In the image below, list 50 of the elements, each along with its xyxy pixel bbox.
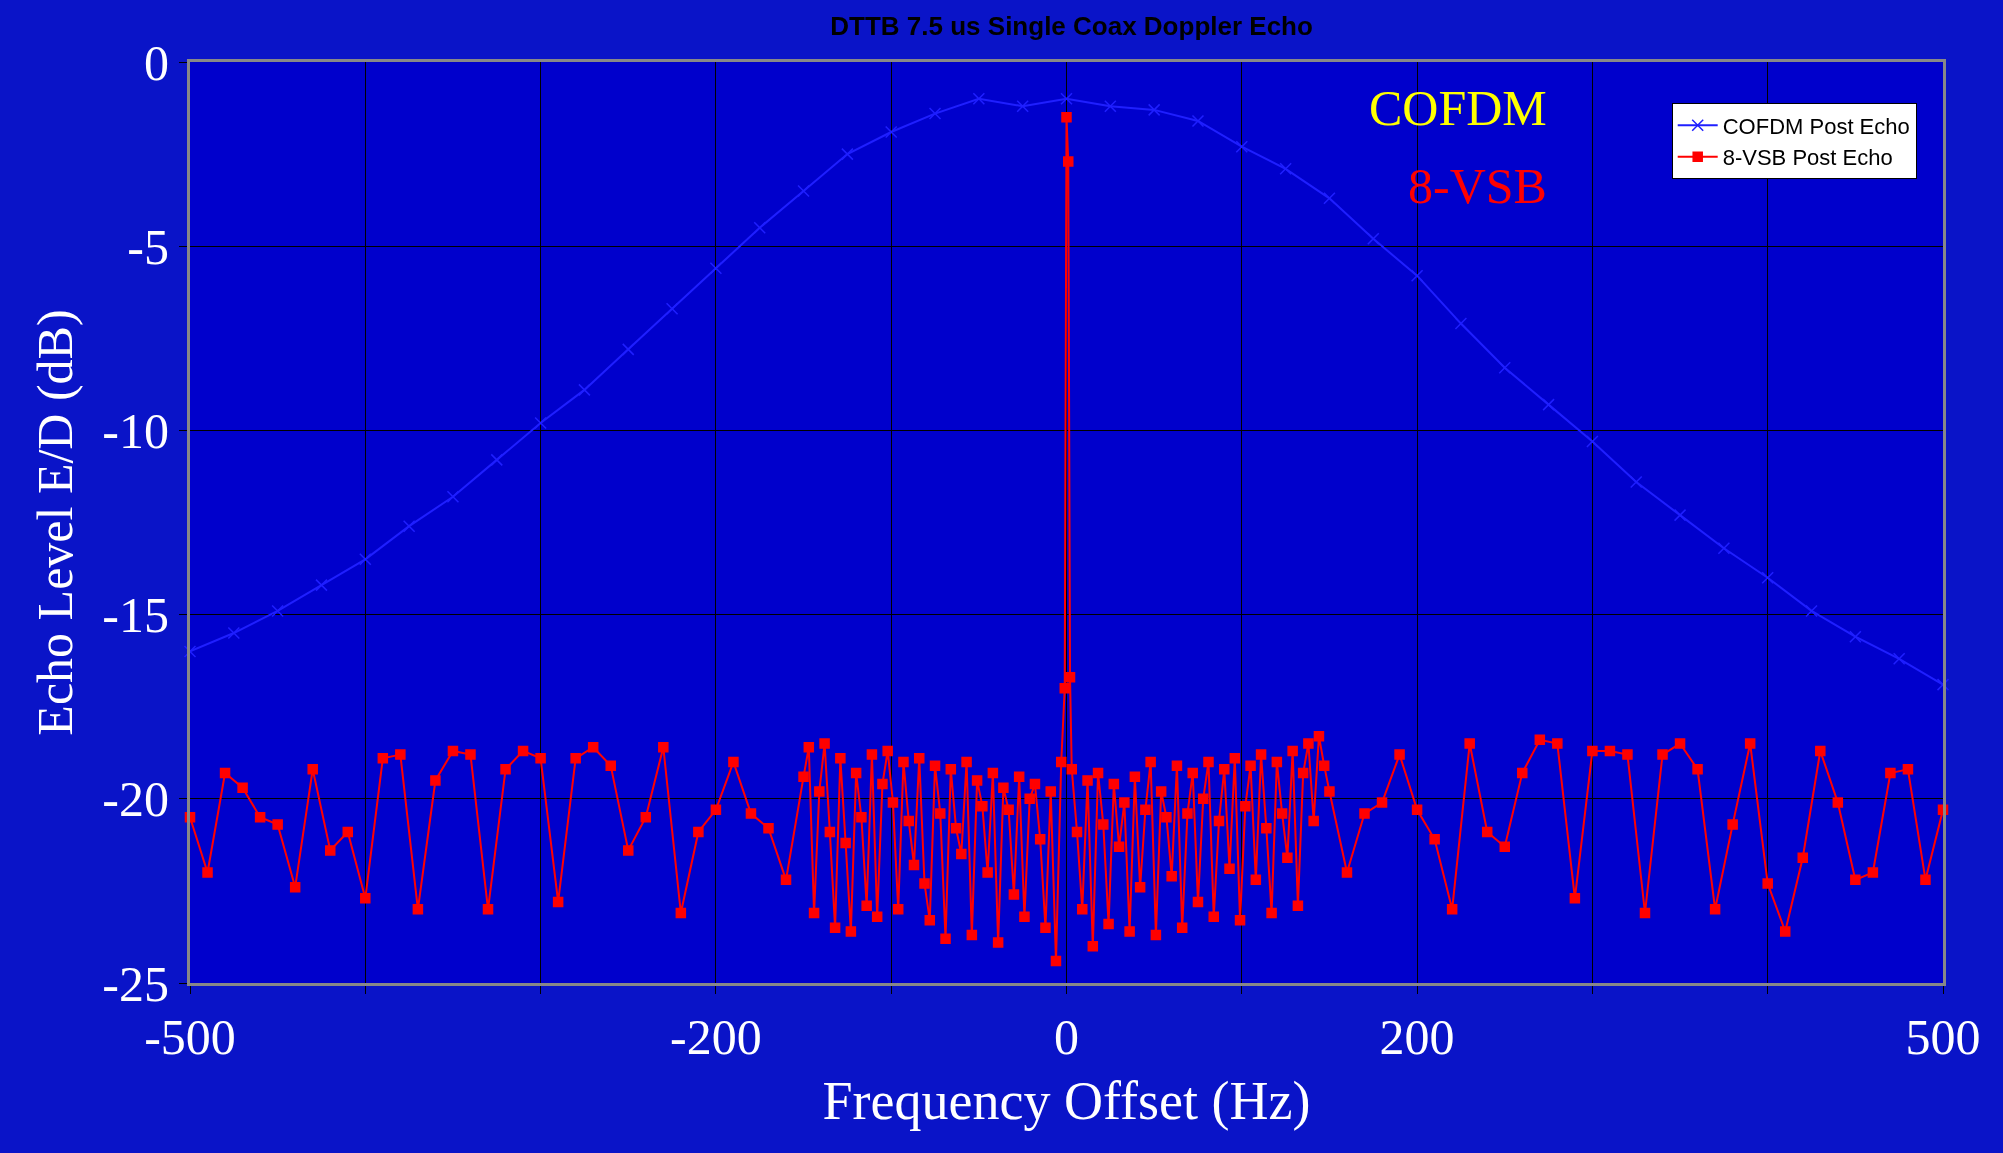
- chart-title: DTTB 7.5 us Single Coax Doppler Echo: [830, 11, 1313, 42]
- point: [797, 184, 810, 198]
- point: [1147, 103, 1161, 117]
- point: [841, 147, 854, 161]
- point: [884, 125, 898, 139]
- point: [1542, 398, 1555, 411]
- point: [1104, 99, 1117, 113]
- point: [1191, 114, 1205, 128]
- point: [1936, 678, 1950, 691]
- y-tick-label: 0: [144, 34, 169, 91]
- x-tick-label: 200: [1379, 1009, 1455, 1065]
- y-tick-label: -10: [102, 402, 169, 459]
- point: [183, 645, 197, 658]
- point: [1060, 92, 1073, 106]
- x-tick-label: 500: [1905, 1009, 1981, 1065]
- y-tick-label: -15: [102, 587, 169, 644]
- point: [1892, 652, 1906, 666]
- legend-label: COFDM Post Echo: [1722, 113, 1910, 139]
- point: [1673, 508, 1687, 522]
- y-tick-label: -20: [102, 771, 169, 828]
- x-tick-label: -500: [144, 1009, 236, 1065]
- y-tick-label: -5: [127, 218, 169, 275]
- x-tick-label: 0: [1054, 1009, 1079, 1065]
- y-axis-title: Echo Level E/D (dB): [27, 309, 84, 736]
- point: [315, 578, 328, 592]
- x-axis-title: Frequency Offset (Hz): [822, 1071, 1311, 1132]
- point: [1629, 475, 1643, 489]
- point: [578, 383, 591, 397]
- point: [1805, 604, 1818, 618]
- legend-label: 8-VSB Post Echo: [1722, 145, 1893, 171]
- point: [972, 92, 986, 106]
- point: [1016, 99, 1029, 113]
- point: [1849, 630, 1862, 643]
- point: [1717, 542, 1731, 555]
- point: [1761, 571, 1774, 585]
- point: [402, 519, 416, 533]
- point: [1586, 435, 1599, 448]
- point: [1323, 192, 1336, 205]
- point: [271, 604, 284, 618]
- point: [227, 626, 241, 640]
- point: [359, 553, 372, 566]
- point: [446, 490, 460, 503]
- point: [490, 453, 504, 467]
- point: [534, 416, 547, 430]
- point: [1235, 140, 1249, 153]
- point: [1498, 361, 1511, 375]
- y-tick-label: -25: [102, 955, 169, 1012]
- point: [1279, 162, 1292, 176]
- point: [928, 107, 942, 120]
- x-tick-label: -200: [670, 1009, 762, 1065]
